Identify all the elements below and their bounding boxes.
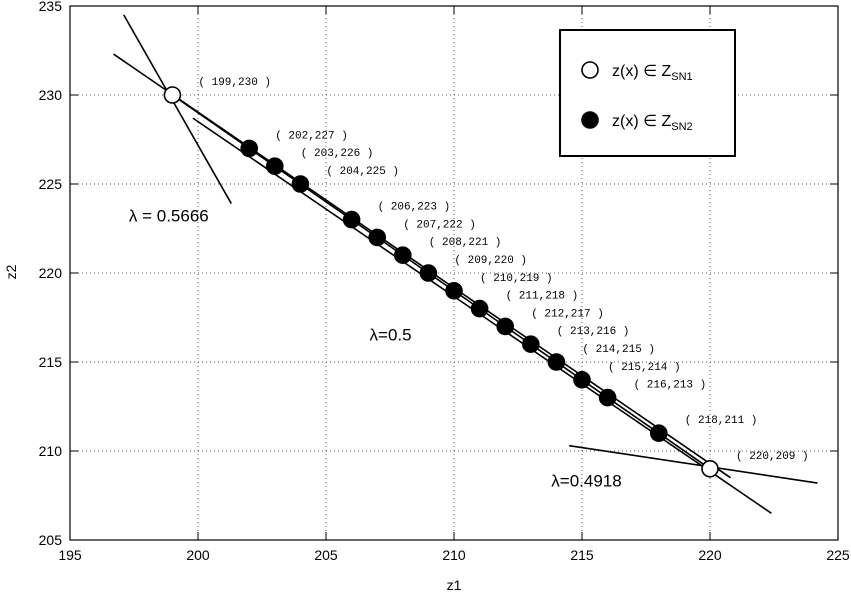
x-tick-label: 205	[314, 547, 338, 563]
lambda-annotation: λ = 0.5666	[129, 206, 209, 225]
point-label: ( 220,209 )	[736, 451, 809, 463]
lambda-line	[113, 53, 731, 479]
legend-entry-subscript: SN2	[671, 121, 692, 133]
point-label: ( 216,213 )	[634, 380, 707, 392]
sn2-point	[240, 139, 258, 158]
point-labels: ( 199,230 ) ( 220,209 ) ( 202,227 ) ( 203,2…	[198, 77, 808, 463]
x-tick-label: 220	[698, 547, 722, 563]
sn2-point	[573, 370, 591, 389]
y-tick-label: 215	[39, 354, 63, 370]
legend-box	[559, 29, 736, 157]
y-tick-label: 230	[39, 87, 63, 103]
point-label: ( 202,227 )	[275, 130, 348, 142]
sn2-point	[547, 353, 566, 371]
lambda-line	[171, 94, 711, 470]
point-label: ( 218,211 )	[685, 415, 758, 427]
legend-marker-sn2	[581, 111, 599, 129]
sn2-point	[342, 210, 361, 229]
lambda-line	[123, 14, 232, 204]
axis-ticks: 195 200 205 210 215 220 225 205 210 215 220 225 230 2…	[39, 0, 850, 563]
x-axis-label: z1	[447, 577, 462, 593]
annotations: λ = 0.5666 λ=0.5 λ=0.4918	[129, 206, 622, 490]
y-tick-label: 225	[39, 176, 63, 192]
y-tick-label: 235	[39, 0, 63, 14]
x-tick-label: 225	[826, 547, 850, 563]
x-tick-label: 215	[570, 547, 594, 563]
lambda-annotation: λ=0.4918	[551, 472, 621, 491]
sn2-point	[598, 388, 617, 407]
point-label: ( 215,214 )	[608, 362, 681, 374]
lambda-line	[569, 444, 818, 484]
point-label: ( 209,220 )	[454, 255, 527, 267]
point-label: ( 211,218 )	[506, 291, 579, 303]
y-tick-label: 210	[39, 443, 63, 459]
y-tick-label: 205	[39, 532, 63, 548]
x-tick-label: 210	[442, 547, 466, 563]
sn2-point	[368, 228, 387, 247]
sn2-point	[470, 299, 489, 318]
sn1-point	[701, 459, 719, 478]
lambda-annotation: λ=0.5	[370, 326, 412, 345]
sn2-point	[419, 264, 438, 282]
sn1-point	[163, 86, 182, 104]
y-tick-label: 220	[39, 265, 63, 281]
point-label: ( 206,223 )	[378, 202, 451, 214]
point-label: ( 214,215 )	[582, 344, 655, 356]
sn2-point	[393, 246, 412, 264]
sn2-point	[265, 157, 284, 175]
legend-entry-subscript: SN1	[671, 71, 692, 83]
point-label: ( 203,226 )	[301, 148, 374, 160]
y-axis-label: z2	[3, 264, 19, 279]
point-label: ( 208,221 )	[429, 237, 502, 249]
x-tick-label: 195	[58, 547, 82, 563]
point-label: ( 213,216 )	[557, 326, 630, 338]
x-tick-label: 200	[186, 547, 210, 563]
sn2-point	[521, 335, 540, 354]
point-label: ( 207,222 )	[403, 219, 476, 231]
point-label: ( 212,217 )	[531, 308, 604, 320]
legend-marker-sn1	[581, 61, 599, 79]
point-label: ( 210,219 )	[480, 273, 553, 285]
sn2-point	[291, 175, 310, 193]
data-points	[163, 86, 719, 478]
point-label: ( 204,225 )	[326, 166, 399, 178]
sn2-point	[445, 281, 463, 300]
sn2-point	[649, 424, 668, 443]
point-label: ( 199,230 )	[198, 77, 271, 89]
sn2-point	[496, 317, 515, 336]
